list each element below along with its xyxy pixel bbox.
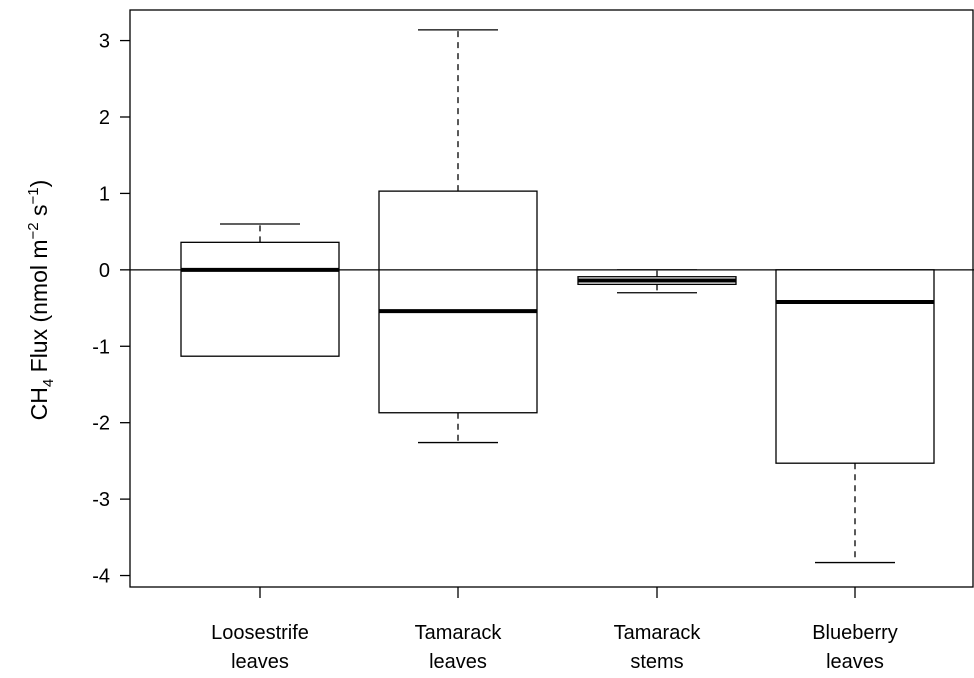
box-iqr bbox=[180, 241, 340, 357]
ylabel-superscript-2: −1 bbox=[25, 187, 42, 204]
category-label-line2: leaves bbox=[231, 651, 289, 673]
y-tick-label: -1 bbox=[92, 336, 110, 358]
ylabel-prefix: CH bbox=[26, 387, 52, 420]
ylabel-main: Flux (nmol m bbox=[26, 239, 52, 378]
category-label-line1: Tamarack bbox=[415, 622, 503, 644]
y-tick-label: 1 bbox=[99, 183, 110, 205]
box-plot-group bbox=[378, 29, 538, 444]
y-axis: -4 -3 -2 -1 0 1 2 3 bbox=[92, 31, 130, 588]
box-plot-group bbox=[577, 269, 737, 294]
boxes bbox=[180, 29, 935, 564]
y-tick-label: -3 bbox=[92, 489, 110, 511]
box-iqr bbox=[378, 190, 538, 414]
category-label-line2: leaves bbox=[826, 651, 884, 673]
y-axis-label: CH4 Flux (nmol m−2 s−1) bbox=[25, 180, 57, 421]
category-label-line2: leaves bbox=[429, 651, 487, 673]
ylabel-suffix: ) bbox=[26, 180, 52, 188]
x-axis: Loosestrife leaves Tamarack leaves Tamarack s… bbox=[211, 587, 898, 673]
ylabel-subscript: 4 bbox=[40, 379, 57, 387]
ylabel-mid: s bbox=[26, 204, 52, 222]
y-tick-label: -4 bbox=[92, 566, 110, 588]
plot-frame bbox=[129, 9, 974, 588]
category-label-line1: Loosestrife bbox=[211, 622, 309, 644]
y-tick-label: 0 bbox=[99, 260, 110, 282]
y-tick-label: 2 bbox=[99, 107, 110, 129]
y-tick-label: -2 bbox=[92, 413, 110, 435]
box-plot-group bbox=[775, 269, 935, 564]
category-label-line1: Tamarack bbox=[614, 622, 702, 644]
y-tick-label: 3 bbox=[99, 31, 110, 53]
category-label-line2: stems bbox=[630, 651, 683, 673]
box-iqr bbox=[775, 269, 935, 464]
ylabel-superscript-1: −2 bbox=[25, 222, 42, 239]
box-plot-group bbox=[180, 223, 340, 357]
plot-border bbox=[129, 9, 974, 588]
category-label-line1: Blueberry bbox=[812, 622, 898, 644]
